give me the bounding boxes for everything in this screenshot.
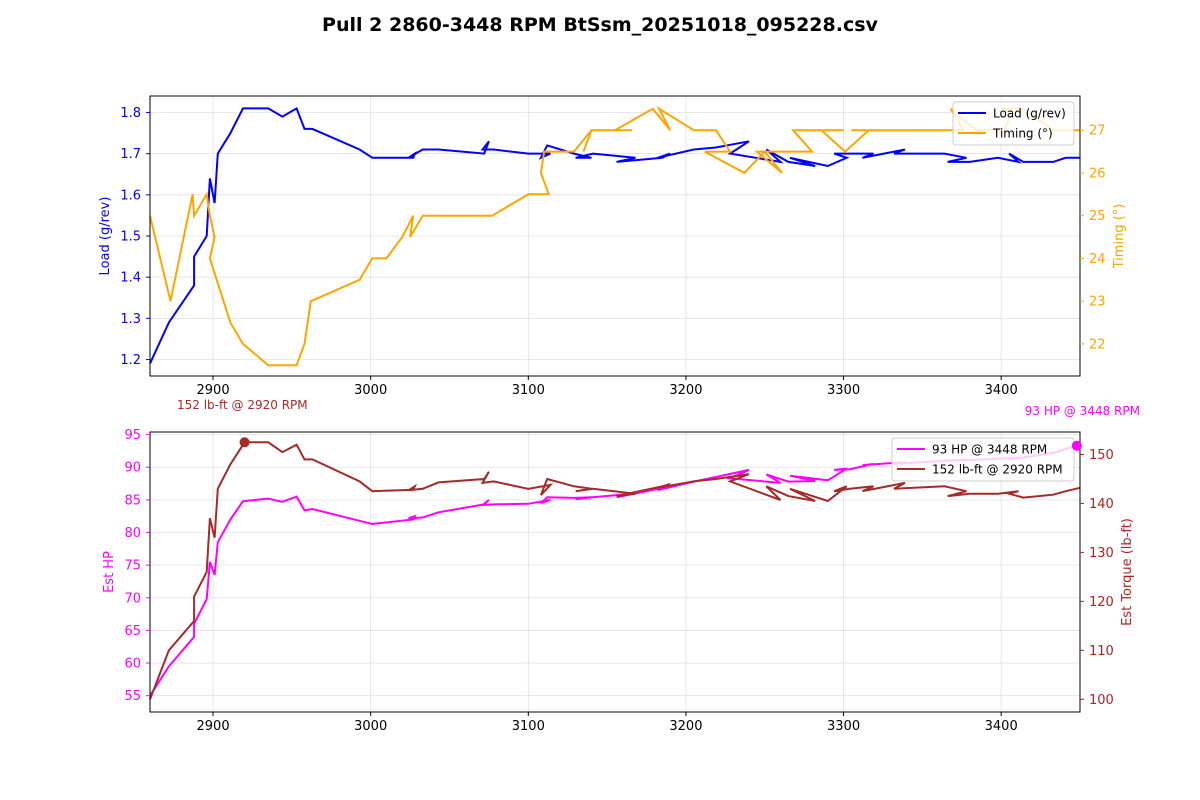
- bottom-left-tick-label: 60: [124, 657, 141, 672]
- bottom-legend-label: 152 lb-ft @ 2920 RPM: [932, 463, 1063, 477]
- top-left-tick-label: 1.7: [120, 147, 141, 162]
- bottom-left-axis: 55 60 65 70 75 80 85 90 95 Est HP: [102, 428, 150, 704]
- top-right-axis: 22 23 24 25 26 27 Timing (°): [1080, 124, 1127, 352]
- bottom-x-tick-label: 2900: [197, 719, 230, 734]
- top-left-tick-label: 1.3: [120, 312, 141, 327]
- bottom-right-axis: 100 110 120 130 140 150 Est Torque (lb-ft): [1080, 448, 1135, 708]
- top-x-tick-label: 3300: [827, 383, 860, 398]
- bottom-series-line-2: [149, 441, 1081, 700]
- top-right-tick-label: 25: [1089, 209, 1106, 224]
- top-right-tick-label: 26: [1089, 166, 1106, 181]
- bottom-left-tick-label: 70: [124, 591, 141, 606]
- bottom-legend: 93 HP @ 3448 RPM 152 lb-ft @ 2920 RPM: [891, 437, 1075, 482]
- bottom-legend-label: 93 HP @ 3448 RPM: [932, 443, 1047, 457]
- top-right-tick-label: 27: [1089, 124, 1106, 139]
- bottom-x-tick-label: 3100: [512, 719, 545, 734]
- bottom-plot: 2900 3000 3100 3200 3300 3400 55 60 65 70 75 80 85 90…: [102, 398, 1140, 734]
- bottom-right-tick-label: 100: [1089, 693, 1114, 708]
- bottom-left-tick-label: 55: [124, 689, 141, 704]
- bottom-left-tick-label: 85: [124, 493, 141, 508]
- top-x-tick-label: 3100: [512, 383, 545, 398]
- bottom-right-tick-label: 150: [1089, 448, 1114, 463]
- peak-marker-2: [1071, 440, 1082, 451]
- top-series-line-1: [149, 106, 1080, 365]
- top-right-tick-label: 23: [1089, 295, 1106, 310]
- bottom-left-tick-label: 65: [124, 624, 141, 639]
- top-right-tick-label: 22: [1089, 337, 1106, 352]
- top-left-tick-label: 1.6: [120, 188, 141, 203]
- top-series-line-2: [149, 106, 1080, 367]
- bottom-x-tick-label: 3000: [354, 719, 387, 734]
- top-right-axis-label: Timing (°): [1112, 204, 1127, 270]
- bottom-left-tick-label: 75: [124, 559, 141, 574]
- top-legend-label: Timing (°): [992, 127, 1053, 141]
- top-legend: Load (g/rev) Timing (°): [952, 101, 1075, 146]
- bottom-right-tick-label: 130: [1089, 546, 1114, 561]
- peak-marker-1: [239, 437, 250, 448]
- top-x-axis: 2900 3000 3100 3200 3300 3400: [197, 376, 1018, 398]
- top-left-axis: 1.2 1.3 1.4 1.5 1.6 1.7 1.8 Load (g/rev): [98, 106, 150, 368]
- hp-peak-annotation: 93 HP @ 3448 RPM: [1025, 404, 1140, 418]
- top-left-tick-label: 1.2: [120, 353, 141, 368]
- top-left-tick-label: 1.5: [120, 230, 141, 245]
- bottom-right-axis-label: Est Torque (lb-ft): [1120, 518, 1135, 626]
- bottom-x-tick-label: 3300: [827, 719, 860, 734]
- top-left-axis-label: Load (g/rev): [98, 197, 113, 276]
- top-x-tick-label: 3000: [354, 383, 387, 398]
- bottom-x-tick-label: 3400: [985, 719, 1018, 734]
- bottom-right-tick-label: 110: [1089, 644, 1114, 659]
- bottom-left-tick-label: 90: [124, 461, 141, 476]
- top-right-tick-label: 24: [1089, 252, 1106, 267]
- top-x-tick-label: 3200: [669, 383, 702, 398]
- top-x-tick-label: 2900: [197, 383, 230, 398]
- figure-title: Pull 2 2860-3448 RPM BtSsm_20251018_0952…: [322, 14, 878, 36]
- top-left-tick-label: 1.4: [120, 271, 141, 286]
- bottom-x-axis: 2900 3000 3100 3200 3300 3400: [197, 712, 1018, 734]
- bottom-x-tick-label: 3200: [669, 719, 702, 734]
- bottom-axes-frame: [149, 431, 1081, 713]
- top-x-tick-label: 3400: [985, 383, 1018, 398]
- bottom-right-tick-label: 140: [1089, 497, 1114, 512]
- torque-peak-annotation: 152 lb-ft @ 2920 RPM: [177, 398, 308, 412]
- bottom-left-tick-label: 80: [124, 526, 141, 541]
- bottom-left-axis-label: Est HP: [102, 551, 117, 593]
- bottom-right-tick-label: 120: [1089, 595, 1114, 610]
- bottom-left-tick-label: 95: [124, 428, 141, 443]
- bottom-legend-box: [891, 437, 1075, 482]
- top-grid: [150, 96, 1080, 376]
- top-plot: 2900 3000 3100 3200 3300 34001.21.31.41.51.61…: [98, 95, 1127, 398]
- top-legend-label: Load (g/rev): [993, 107, 1066, 121]
- top-left-tick-label: 1.8: [120, 106, 141, 121]
- bottom-annotations: 152 lb-ft @ 2920 RPM 93 HP @ 3448 RPM: [177, 398, 1140, 451]
